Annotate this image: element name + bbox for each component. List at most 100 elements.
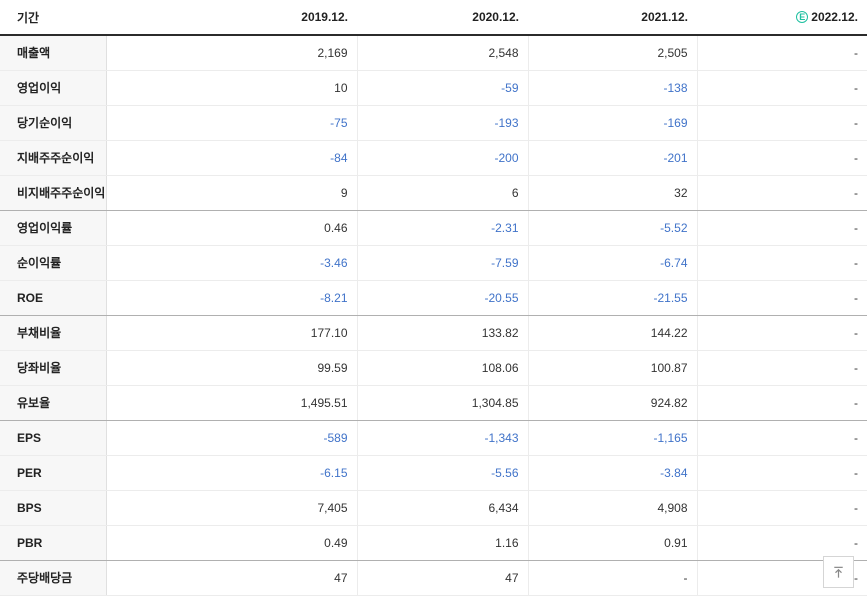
cell-value: 32 (527, 175, 697, 211)
table-row: 당기순이익 -75 -193 -169 - (0, 105, 867, 141)
cell-value: 0.49 (106, 525, 357, 561)
row-label: ROE (0, 280, 107, 316)
row-label: 영업이익 (0, 70, 107, 106)
cell-value: -201 (527, 140, 697, 176)
row-label: 순이익률 (0, 245, 107, 281)
cell-value: - (696, 210, 867, 246)
cell-value: -138 (527, 70, 697, 106)
row-label: PBR (0, 525, 107, 561)
cell-value: -5.52 (527, 210, 697, 246)
cell-value: 100.87 (527, 350, 697, 386)
cell-value: 108.06 (356, 350, 528, 386)
arrow-up-to-top-icon (831, 565, 846, 580)
cell-value: - (696, 315, 867, 351)
cell-value: - (696, 70, 867, 106)
cell-value: - (696, 350, 867, 386)
row-label: 지배주주순이익 (0, 140, 107, 176)
cell-value: - (696, 525, 867, 561)
cell-value: 2,505 (527, 35, 697, 71)
cell-value: -59 (356, 70, 528, 106)
cell-value: - (527, 560, 697, 596)
cell-value: 2,548 (356, 35, 528, 71)
cell-value: -7.59 (356, 245, 528, 281)
column-header-2020: 2020.12. (357, 0, 528, 36)
cell-value: 6 (356, 175, 528, 211)
cell-value: - (696, 455, 867, 491)
cell-value: -2.31 (356, 210, 528, 246)
table-row: ROE -8.21 -20.55 -21.55 - (0, 280, 867, 316)
cell-value: -75 (106, 105, 357, 141)
cell-value: 6,434 (356, 490, 528, 526)
cell-value: 4,908 (527, 490, 697, 526)
table-row: EPS -589 -1,343 -1,165 - (0, 420, 867, 456)
cell-value: - (696, 385, 867, 421)
column-header-2019: 2019.12. (106, 0, 357, 36)
cell-value: -3.84 (527, 455, 697, 491)
row-label: 비지배주주순이익 (0, 175, 107, 211)
cell-value: - (696, 175, 867, 211)
row-label: 당좌비율 (0, 350, 107, 386)
row-label: 영업이익률 (0, 210, 107, 246)
table-row: 당좌비율 99.59 108.06 100.87 - (0, 350, 867, 386)
cell-value: 47 (356, 560, 528, 596)
scroll-to-top-button[interactable] (823, 556, 854, 588)
cell-value: - (696, 140, 867, 176)
cell-value: -6.15 (106, 455, 357, 491)
row-label: PER (0, 455, 107, 491)
cell-value: 924.82 (527, 385, 697, 421)
cell-value: -20.55 (356, 280, 528, 316)
cell-value: -84 (106, 140, 357, 176)
cell-value: - (696, 490, 867, 526)
cell-value: - (696, 105, 867, 141)
cell-value: 0.46 (106, 210, 357, 246)
cell-value: 10 (106, 70, 357, 106)
table-header-row: 기간 2019.12. 2020.12. 2021.12. E 2022.12. (0, 0, 867, 36)
cell-value: -6.74 (527, 245, 697, 281)
period-header: 기간 (0, 0, 106, 36)
cell-value: -3.46 (106, 245, 357, 281)
cell-value: - (696, 420, 867, 456)
table-row: 영업이익 10 -59 -138 - (0, 70, 867, 106)
cell-value: - (696, 280, 867, 316)
table-row: BPS 7,405 6,434 4,908 - (0, 490, 867, 526)
cell-value: -21.55 (527, 280, 697, 316)
table-row: 순이익률 -3.46 -7.59 -6.74 - (0, 245, 867, 281)
row-label: 유보율 (0, 385, 107, 421)
row-label: 매출액 (0, 35, 107, 71)
column-header-2022-label: 2022.12. (811, 10, 858, 24)
cell-value: - (696, 35, 867, 71)
cell-value: 9 (106, 175, 357, 211)
table-row: 비지배주주순이익 9 6 32 - (0, 175, 867, 211)
column-header-2022: E 2022.12. (697, 0, 867, 36)
row-label: 당기순이익 (0, 105, 107, 141)
cell-value: 2,169 (106, 35, 357, 71)
table-row: PER -6.15 -5.56 -3.84 - (0, 455, 867, 491)
cell-value: 1.16 (356, 525, 528, 561)
cell-value: -193 (356, 105, 528, 141)
row-label: EPS (0, 420, 107, 456)
cell-value: 99.59 (106, 350, 357, 386)
cell-value: 133.82 (356, 315, 528, 351)
cell-value: - (696, 245, 867, 281)
table-row: 부채비율 177.10 133.82 144.22 - (0, 315, 867, 351)
cell-value: -589 (106, 420, 357, 456)
cell-value: 1,495.51 (106, 385, 357, 421)
table-row: 매출액 2,169 2,548 2,505 - (0, 35, 867, 71)
table-row: 주당배당금 47 47 - - (0, 560, 867, 596)
cell-value: 1,304.85 (356, 385, 528, 421)
column-header-2021: 2021.12. (528, 0, 697, 36)
row-label: 부채비율 (0, 315, 107, 351)
cell-value: 7,405 (106, 490, 357, 526)
cell-value: 47 (106, 560, 357, 596)
cell-value: -5.56 (356, 455, 528, 491)
cell-value: -169 (527, 105, 697, 141)
table-row: 지배주주순이익 -84 -200 -201 - (0, 140, 867, 176)
cell-value: 144.22 (527, 315, 697, 351)
table-row: 유보율 1,495.51 1,304.85 924.82 - (0, 385, 867, 421)
cell-value: 0.91 (527, 525, 697, 561)
cell-value: -1,343 (356, 420, 528, 456)
cell-value: -8.21 (106, 280, 357, 316)
cell-value: 177.10 (106, 315, 357, 351)
row-label: 주당배당금 (0, 560, 107, 596)
